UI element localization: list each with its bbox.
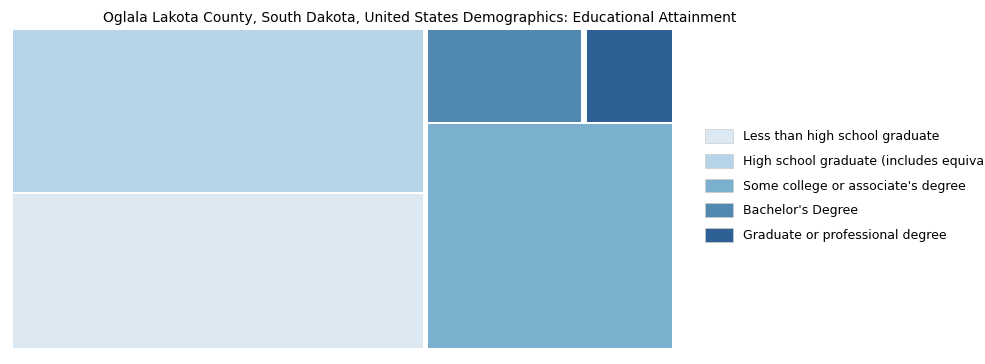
Bar xyxy=(13,194,423,348)
Legend: Less than high school graduate, High school graduate (includes equivalency), Som: Less than high school graduate, High sch… xyxy=(705,129,985,242)
Bar xyxy=(428,124,672,348)
Bar xyxy=(587,31,672,122)
Bar xyxy=(428,31,581,122)
Text: Oglala Lakota County, South Dakota, United States Demographics: Educational Atta: Oglala Lakota County, South Dakota, Unit… xyxy=(103,11,737,25)
Bar xyxy=(13,31,423,192)
